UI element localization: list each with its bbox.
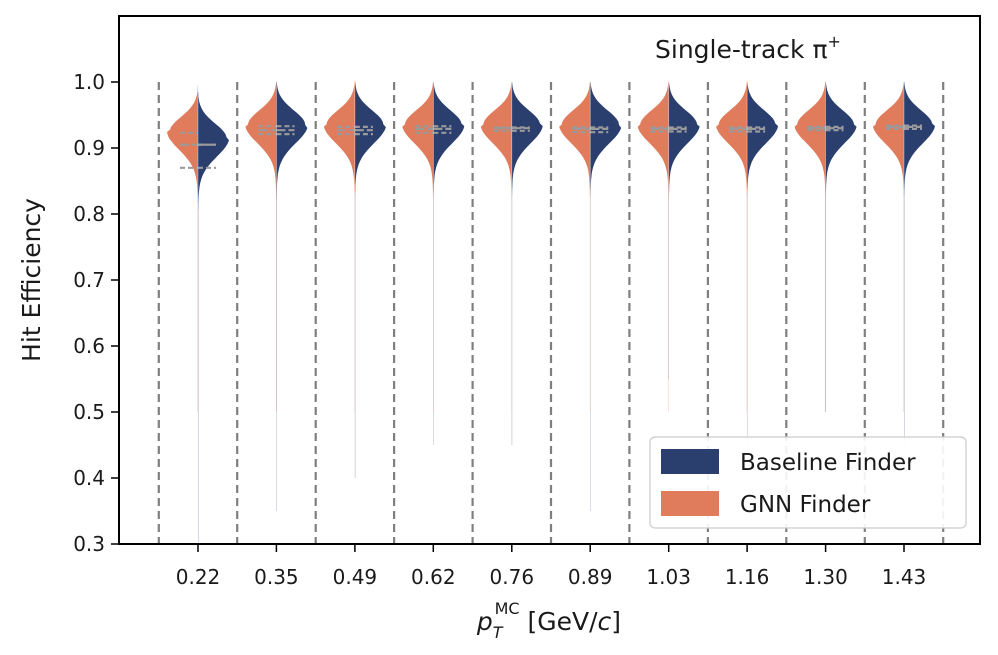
violin-gnn-0.35 — [245, 82, 277, 412]
violin-gnn-0.89 — [559, 82, 591, 412]
violin-gnn-0.76 — [480, 82, 512, 412]
violin-gnn-0.62 — [402, 82, 434, 412]
legend-label-baseline: Baseline Finder — [740, 450, 916, 476]
violin-baseline-0.49 — [354, 82, 386, 478]
y-tick-label-0.9: 0.9 — [73, 136, 105, 160]
legend: Baseline Finder GNN Finder — [649, 436, 967, 529]
y-tick-label-0.8: 0.8 — [73, 202, 105, 226]
violin-gnn-1.03 — [637, 82, 669, 412]
x-tick-label-0.49: 0.49 — [333, 565, 378, 589]
violin-baseline-0.35 — [276, 82, 308, 511]
violin-baseline-1.30 — [825, 82, 857, 412]
x-axis-title: pTMC [GeV/c] — [476, 599, 621, 642]
legend-box — [649, 436, 967, 529]
legend-label-gnn: GNN Finder — [740, 492, 871, 518]
y-tick-label-0.7: 0.7 — [73, 268, 105, 292]
y-tick-label-0.4: 0.4 — [73, 466, 105, 490]
legend-swatch-gnn — [661, 491, 719, 516]
violin-gnn-1.30 — [794, 82, 826, 412]
x-tick-label-0.89: 0.89 — [568, 565, 613, 589]
violin-gnn-1.43 — [873, 82, 904, 412]
y-tick-label-0.5: 0.5 — [73, 400, 105, 424]
x-tick-label-1.43: 1.43 — [882, 565, 927, 589]
violin-baseline-0.89 — [590, 82, 622, 511]
x-tick-label-0.62: 0.62 — [411, 565, 456, 589]
x-tick-label-1.30: 1.30 — [803, 565, 848, 589]
legend-swatch-baseline — [661, 449, 719, 474]
x-tick-label-0.76: 0.76 — [490, 565, 535, 589]
violin-baseline-0.62 — [433, 82, 465, 445]
violin-gnn-0.49 — [323, 82, 355, 412]
violin-baseline-1.43 — [904, 82, 935, 445]
y-tick-label-1.0: 1.0 — [73, 70, 105, 94]
x-tick-label-1.16: 1.16 — [725, 565, 770, 589]
x-tick-label-1.03: 1.03 — [646, 565, 691, 589]
violin-gnn-1.16 — [716, 82, 748, 412]
x-axis: 0.22 0.35 0.49 0.62 0.76 0.89 1.03 1.16 1.30 1.43 — [176, 544, 927, 589]
violin-baseline-0.76 — [511, 82, 543, 445]
plot-area — [167, 82, 935, 545]
violin-baseline-0.22 — [198, 91, 229, 545]
violin-gnn-0.22 — [167, 85, 198, 413]
y-tick-label-0.6: 0.6 — [73, 334, 105, 358]
x-tick-label-0.35: 0.35 — [254, 565, 299, 589]
y-tick-label-0.3: 0.3 — [73, 532, 105, 556]
annotation-text: Single-track π+ — [655, 32, 841, 64]
y-axis: 0.3 0.4 0.5 0.6 0.7 0.8 0.9 1.0 — [73, 70, 119, 556]
violin-baseline-1.03 — [668, 82, 700, 379]
violin-baseline-1.16 — [747, 82, 779, 445]
y-axis-title: Hit Efficiency — [17, 198, 46, 362]
x-tick-label-0.22: 0.22 — [176, 565, 221, 589]
